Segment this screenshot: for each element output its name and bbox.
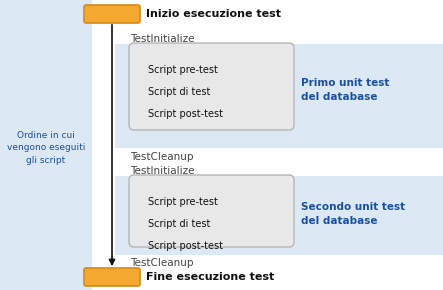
Text: Script post-test: Script post-test bbox=[148, 109, 223, 119]
Text: TestInitialize: TestInitialize bbox=[130, 34, 194, 44]
Text: Primo unit test
del database: Primo unit test del database bbox=[301, 78, 389, 102]
FancyBboxPatch shape bbox=[115, 44, 443, 148]
Text: Script post-test: Script post-test bbox=[148, 241, 223, 251]
FancyBboxPatch shape bbox=[129, 175, 294, 247]
Text: Ordine in cui
vengono eseguiti
gli script: Ordine in cui vengono eseguiti gli scrip… bbox=[7, 131, 85, 165]
Text: Fine esecuzione test: Fine esecuzione test bbox=[146, 272, 274, 282]
FancyBboxPatch shape bbox=[84, 268, 140, 286]
Text: Script di test: Script di test bbox=[148, 87, 210, 97]
Text: Script pre-test: Script pre-test bbox=[148, 65, 218, 75]
FancyBboxPatch shape bbox=[115, 176, 443, 255]
Text: Inizio esecuzione test: Inizio esecuzione test bbox=[146, 9, 281, 19]
FancyBboxPatch shape bbox=[129, 43, 294, 130]
Text: Script di test: Script di test bbox=[148, 219, 210, 229]
Text: TestCleanup: TestCleanup bbox=[130, 258, 194, 268]
Text: TestInitialize: TestInitialize bbox=[130, 166, 194, 176]
FancyBboxPatch shape bbox=[0, 0, 92, 290]
Text: Script pre-test: Script pre-test bbox=[148, 197, 218, 207]
Text: Secondo unit test
del database: Secondo unit test del database bbox=[301, 202, 405, 226]
FancyBboxPatch shape bbox=[84, 5, 140, 23]
Text: TestCleanup: TestCleanup bbox=[130, 152, 194, 162]
